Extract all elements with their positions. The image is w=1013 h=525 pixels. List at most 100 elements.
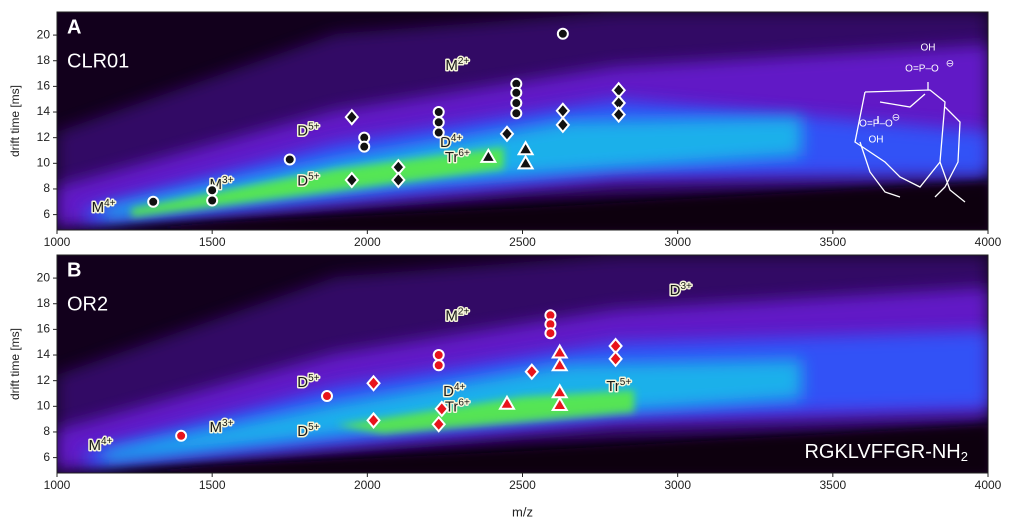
peptide-label: RGKLVFFGR-NH2: [804, 441, 968, 464]
x-tick-label: 1500: [199, 235, 226, 249]
ion-name: Tr: [445, 399, 459, 416]
marker-triangle: [550, 396, 569, 412]
marker-diamond: [608, 350, 623, 368]
x-tick-label: 4000: [975, 235, 1002, 249]
marker-triangle: [516, 140, 535, 156]
ion-name: D: [297, 172, 308, 189]
ion-label: M2+: [445, 306, 469, 324]
y-tick-label: 12: [37, 130, 51, 144]
ion-name: D: [297, 374, 308, 391]
marker-circle: [432, 106, 445, 119]
ion-charge: 6+: [458, 397, 470, 408]
structure-label: OH: [869, 135, 884, 146]
structure-label: O=P–O: [859, 119, 893, 130]
panel-label: B: [67, 259, 81, 281]
marker-diamond: [499, 125, 515, 143]
peptide-name: RGKLVFFGR-NH: [804, 441, 960, 463]
x-tick-label: 2000: [354, 478, 381, 492]
peptide-sub: 2: [961, 449, 968, 464]
marker-circle: [432, 126, 445, 139]
ion-name: M: [210, 419, 223, 436]
ion-name: M: [88, 437, 101, 454]
marker-circle: [510, 86, 523, 99]
marker-circle: [147, 195, 160, 208]
ion-label: M4+: [88, 436, 112, 454]
structure-bond: [854, 89, 946, 188]
ion-label: Tr6+: [445, 148, 470, 166]
structure-bond: [879, 93, 961, 198]
y-axis-label: drift time [ms]: [8, 328, 22, 400]
ion-charge: 2+: [458, 306, 470, 317]
marker-diamond: [555, 116, 571, 134]
marker-diamond: [344, 171, 360, 189]
y-tick-label: 18: [37, 296, 51, 310]
ion-label: D3+: [670, 281, 692, 299]
x-tick-label: 1000: [44, 235, 71, 249]
ion-name: M: [92, 199, 105, 216]
structure-label: OH: [921, 43, 936, 54]
marker-circle: [544, 327, 557, 340]
structure-label: O=P–O: [905, 64, 939, 75]
ion-name: Tr: [606, 378, 620, 395]
heatmap-edge: [57, 425, 988, 473]
marker-diamond: [524, 363, 540, 381]
plot-area: M4+M3+D5+D5+D4+Tr6+Tr5+M2+D3+: [57, 255, 988, 473]
marker-circle: [556, 27, 569, 40]
ion-charge: 5+: [308, 171, 320, 182]
y-tick-label: 20: [37, 27, 51, 41]
x-tick-label: 1500: [199, 478, 226, 492]
structure-bond: [877, 82, 929, 124]
ion-label: D5+: [297, 422, 319, 440]
ion-name: D: [670, 282, 681, 299]
y-tick-label: 8: [43, 424, 50, 438]
marker-diamond: [391, 171, 406, 189]
ion-name: D: [297, 122, 308, 139]
x-tick-label: 3000: [664, 235, 691, 249]
x-tick-label: 2500: [509, 235, 536, 249]
y-tick-label: 10: [37, 398, 51, 412]
ion-name: D: [297, 423, 308, 440]
y-tick-label: 16: [37, 322, 51, 336]
marker-circle: [432, 359, 445, 372]
marker-diamond: [366, 374, 381, 392]
ion-charge: 5+: [308, 373, 320, 384]
y-tick-label: 12: [37, 373, 51, 387]
x-tick-label: 3500: [819, 478, 846, 492]
marker-circle: [432, 116, 445, 129]
structure-bond: [859, 141, 966, 203]
ion-label: M3+: [210, 418, 234, 436]
y-tick-label: 10: [37, 155, 51, 169]
ion-charge: 3+: [222, 175, 234, 186]
ion-charge: 3+: [680, 281, 692, 292]
ion-label: Tr5+: [606, 377, 631, 395]
ion-label: D5+: [297, 171, 319, 189]
marker-circle: [432, 349, 445, 362]
marker-triangle: [550, 356, 569, 372]
marker-triangle: [479, 147, 498, 163]
panel-title: CLR01: [67, 50, 129, 72]
ion-charge: 4+: [451, 132, 463, 143]
marker-circle: [206, 184, 219, 197]
y-tick-label: 20: [37, 270, 51, 284]
marker-circle: [206, 194, 219, 207]
ion-label: Tr6+: [445, 397, 470, 415]
marker-circle: [510, 107, 523, 120]
x-tick-label: 2500: [509, 478, 536, 492]
ion-charge: 6+: [458, 148, 470, 159]
y-tick-label: 14: [37, 104, 51, 118]
marker-triangle: [516, 154, 535, 170]
y-tick-label: 6: [43, 207, 50, 221]
y-tick-label: 18: [37, 53, 51, 67]
x-tick-label: 4000: [975, 478, 1002, 492]
ion-name: M: [445, 57, 458, 74]
ion-charge: 4+: [101, 436, 113, 447]
marker-diamond: [434, 400, 450, 418]
x-tick-label: 1000: [44, 478, 71, 492]
marker-diamond: [344, 108, 360, 126]
marker-triangle: [498, 394, 516, 410]
ion-charge: 2+: [458, 55, 470, 66]
ion-charge: 5+: [620, 377, 632, 388]
